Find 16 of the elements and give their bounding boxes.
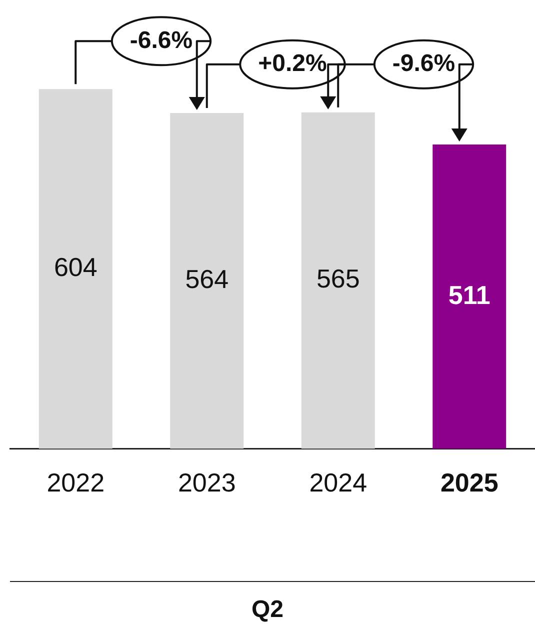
x-tick-label: 2022 <box>46 468 105 498</box>
text: -6.6% <box>130 26 193 54</box>
x-tick-label: 2024 <box>309 468 368 498</box>
x-tick-label: 2025 <box>440 468 498 498</box>
bar <box>301 112 375 449</box>
data-label: 565 <box>316 264 360 294</box>
bar <box>170 112 244 449</box>
data-label: 511 <box>448 280 490 310</box>
x-axis-title: Q2 <box>250 596 284 624</box>
text: +0.2% <box>258 50 327 77</box>
bar <box>38 89 112 449</box>
text: -9.6% <box>392 50 456 77</box>
x-tick-label: 2023 <box>178 468 236 498</box>
data-label: 564 <box>185 264 229 294</box>
data-label: 604 <box>54 252 98 282</box>
bar <box>432 144 506 449</box>
